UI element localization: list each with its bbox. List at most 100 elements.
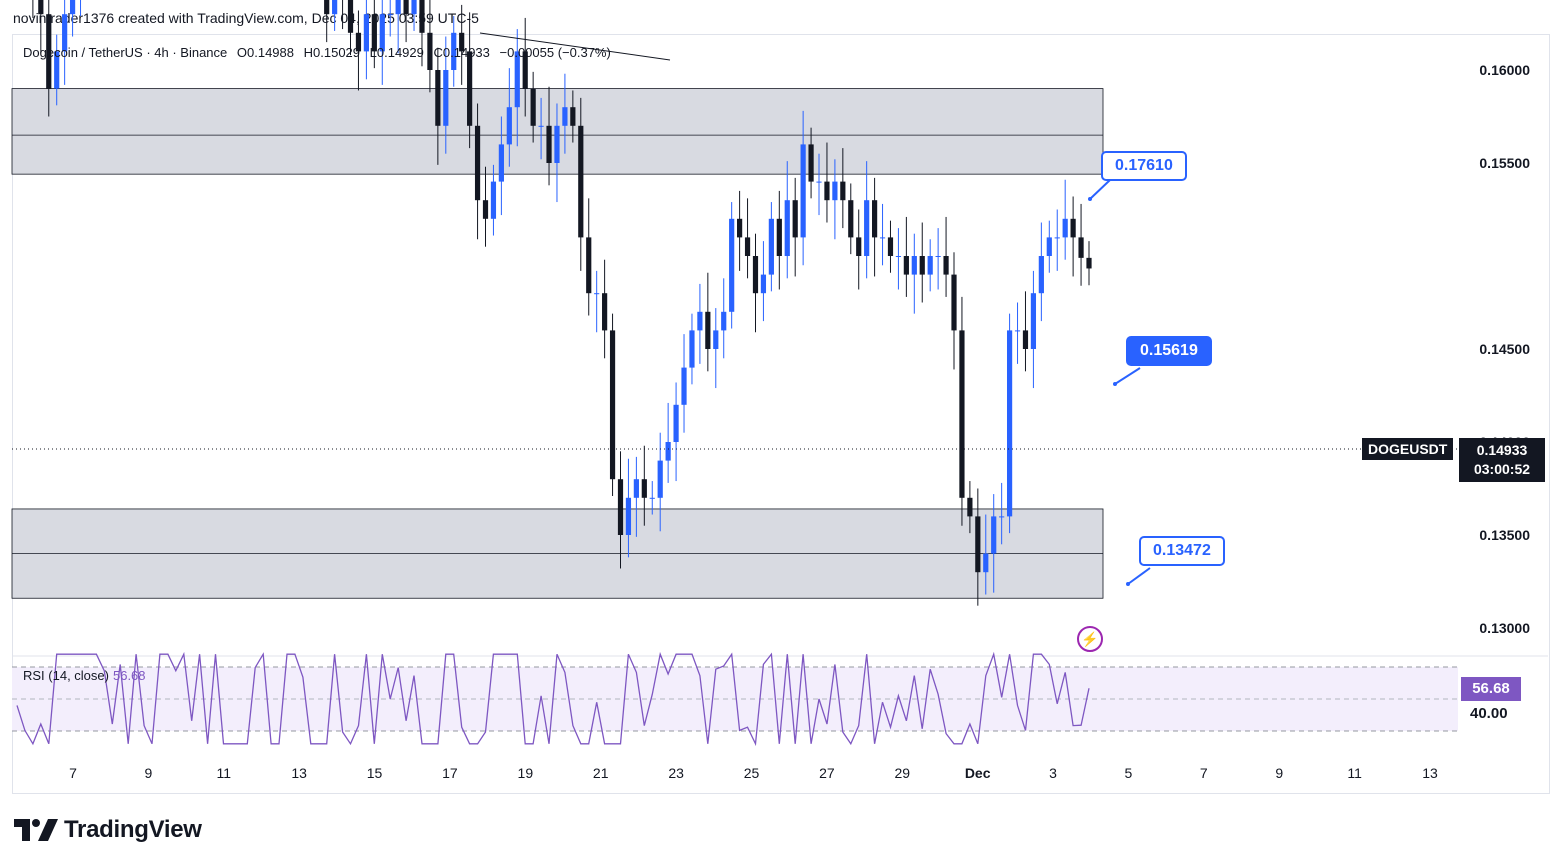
candle-body: [1070, 218, 1076, 238]
candle-body: [530, 88, 536, 126]
y-tick-label: 0.16000: [1479, 62, 1530, 78]
candle-body: [689, 330, 695, 368]
rsi-level-label: 40.00: [1470, 705, 1508, 722]
candle-body: [967, 497, 973, 517]
candle-body: [546, 125, 552, 163]
candle-body: [935, 256, 941, 257]
candle-body: [705, 311, 711, 349]
x-tick-label: 9: [1275, 765, 1283, 781]
bar-countdown: 03:00:52: [1473, 461, 1531, 477]
candle-body: [657, 460, 663, 498]
candle-body: [927, 256, 933, 275]
candle-body: [832, 181, 838, 201]
rsi-line: [16, 651, 1090, 747]
x-tick-label: Dec: [965, 765, 991, 781]
candle-body: [609, 330, 616, 480]
candle-body: [848, 200, 854, 238]
x-tick-label: 21: [593, 765, 609, 781]
candle-body: [721, 311, 727, 331]
candle-body: [451, 32, 457, 70]
candle-body: [752, 256, 759, 294]
candle-body: [514, 51, 520, 108]
x-tick-label: 13: [1422, 765, 1438, 781]
x-tick-label: 13: [291, 765, 307, 781]
candle-body: [625, 497, 632, 535]
candle-body: [324, 0, 330, 15]
candle-body: [864, 200, 870, 256]
x-tick-label: 7: [69, 765, 77, 781]
tradingview-logo-icon: [14, 819, 58, 841]
candle-body: [856, 237, 862, 256]
legend-low: L0.14929: [369, 45, 424, 60]
candle-body: [641, 479, 647, 498]
tradingview-logo[interactable]: TradingView: [14, 816, 202, 844]
y-tick-label: 0.15500: [1479, 155, 1530, 171]
x-tick-label: 9: [144, 765, 152, 781]
candle-body: [62, 14, 68, 52]
candle-body: [554, 125, 560, 163]
candle-body: [355, 32, 362, 52]
callout-anchor: [1088, 197, 1092, 201]
candle-body: [649, 497, 655, 499]
candle-body: [602, 293, 608, 331]
candle-body: [459, 32, 465, 52]
candle-body: [776, 218, 782, 256]
legend-symbol: Dogecoin / TetherUS · 4h · Binance: [23, 45, 228, 60]
callout-top-level[interactable]: 0.17610: [1101, 151, 1187, 181]
candle-body: [808, 144, 814, 182]
symbol-legend: Dogecoin / TetherUS · 4h · Binance O0.14…: [23, 45, 617, 60]
candle-body: [729, 218, 735, 312]
x-tick-label: 23: [668, 765, 684, 781]
candle-body: [633, 479, 639, 498]
candle-body: [498, 144, 504, 182]
candle-body: [617, 479, 624, 535]
candle-body: [943, 256, 949, 275]
rsi-label: RSI (14, close): [23, 668, 109, 683]
legend-close: C0.14933: [433, 45, 490, 60]
candle-body: [578, 125, 584, 238]
candle-body: [713, 330, 719, 349]
x-tick-label: 3: [1049, 765, 1057, 781]
candle-body: [1054, 237, 1060, 239]
candle-body: [840, 181, 846, 201]
candle-body: [681, 367, 687, 405]
callout-anchor: [1126, 582, 1130, 586]
candle-body: [879, 237, 886, 239]
candle-body: [474, 125, 481, 201]
candle-body: [999, 516, 1005, 518]
legend-high: H0.15029: [303, 45, 361, 60]
candle-body: [1022, 330, 1029, 349]
candle-body: [744, 237, 751, 256]
rsi-legend: RSI (14, close) 56.68: [23, 668, 146, 683]
legend-open: O0.14988: [236, 45, 294, 60]
candle-body: [506, 107, 512, 145]
candle-body: [1030, 293, 1037, 349]
callout-middle-level[interactable]: 0.15619: [1126, 336, 1212, 366]
callout-bottom-level[interactable]: 0.13472: [1139, 536, 1225, 566]
callout-pointer: [1127, 567, 1151, 585]
candle-body: [824, 181, 830, 201]
callout-anchor: [1113, 382, 1117, 386]
chart-frame: [12, 34, 1550, 794]
candle-body: [760, 274, 767, 294]
x-tick-label: 11: [1347, 765, 1362, 781]
candle-body: [959, 330, 965, 498]
candle-body: [482, 200, 489, 219]
candle-body: [1046, 237, 1052, 256]
x-tick-label: 19: [518, 765, 534, 781]
candle-body: [379, 14, 385, 52]
candle-body: [522, 51, 528, 89]
x-tick-label: 25: [744, 765, 760, 781]
current-price-value: 0.14933: [1476, 442, 1528, 458]
rsi-legend-value: 56.68: [112, 668, 146, 683]
x-tick-label: 27: [819, 765, 835, 781]
candle-body: [975, 516, 981, 573]
candle-body: [784, 200, 790, 256]
candle-body: [403, 0, 409, 15]
callout-pointer: [1089, 179, 1111, 200]
candle-body: [467, 51, 473, 126]
lightning-icon[interactable]: ⚡: [1077, 626, 1103, 652]
candle-body: [570, 107, 576, 126]
candle-body: [363, 14, 369, 52]
